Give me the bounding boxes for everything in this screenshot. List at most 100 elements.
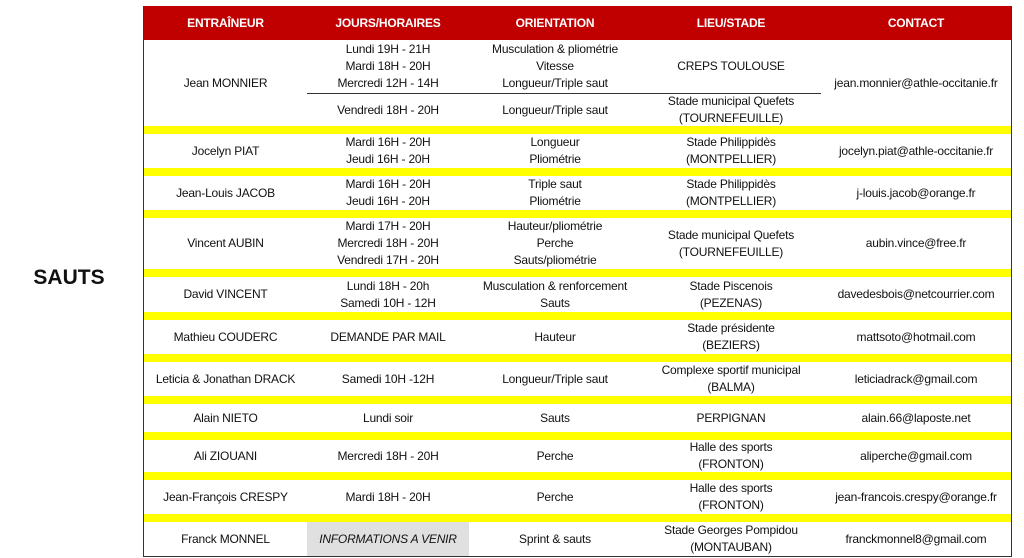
cell-line: (MONTAUBAN) [690, 540, 772, 554]
hours: INFORMATIONS A VENIR [307, 522, 469, 556]
row-separator [144, 514, 1011, 522]
coach-name: Mathieu COUDERC [173, 329, 278, 344]
contact-email[interactable]: davedesbois@netcourrier.com [837, 287, 995, 301]
cell-line: Hauteur [534, 329, 576, 344]
cell-line: Stade présidente [687, 321, 775, 335]
orientation: Musculation & renforcement Sauts [469, 277, 641, 312]
contact-email[interactable]: aubin.vince@free.fr [865, 236, 967, 250]
cell-line: Longueur [530, 135, 580, 149]
cell-line: Perche [536, 236, 574, 250]
cell-line: Halle des sports [689, 440, 773, 454]
header-place: LIEU/STADE [696, 15, 766, 30]
cell-line: (FRONTON) [698, 457, 764, 471]
orientation: Musculation & pliométrie Vitesse Longueur/… [469, 40, 641, 93]
cell-line: (BEZIERS) [702, 338, 760, 352]
coach-name: Jocelyn PIAT [191, 143, 260, 158]
orientation: Perche [469, 480, 641, 514]
place: Stade présidente (BEZIERS) [641, 320, 821, 354]
place: Stade Georges Pompidou (MONTAUBAN) [641, 522, 821, 556]
hours: Samedi 10H -12H [307, 362, 469, 396]
cell-line: Lundi 19H - 21H [345, 42, 431, 56]
cell-line: Halle des sports [689, 481, 773, 495]
orientation: Hauteur/pliométrie Perche Sauts/pliométrie [469, 218, 641, 269]
contact-email[interactable]: jean-francois.crespy@orange.fr [835, 489, 997, 504]
cell-line: Complexe sportif municipal [661, 363, 801, 377]
row-separator [144, 472, 1011, 480]
cell-line: (MONTPELLIER) [685, 152, 777, 166]
cell-line: Vendredi 18H - 20H [337, 102, 439, 117]
coach-name: Vincent AUBIN [187, 236, 264, 250]
contact-email[interactable]: jocelyn.piat@athle-occitanie.fr [838, 143, 994, 158]
coach-name: Ali ZIOUANI [193, 448, 258, 463]
header-contact: CONTACT [887, 15, 945, 30]
coach-name: David VINCENT [183, 287, 268, 301]
contact-email[interactable]: franckmonnel8@gmail.com [845, 531, 987, 546]
hours: Mardi 17H - 20H Mercredi 18H - 20H Vendred… [307, 218, 469, 269]
contact-email[interactable]: leticiadrack@gmail.com [854, 371, 978, 386]
cell-line: INFORMATIONS A VENIR [319, 531, 457, 546]
cell-line: Mercredi 18H - 20H [337, 448, 439, 463]
cell-line: Vitesse [536, 59, 574, 73]
coach-name: Franck MONNEL [181, 531, 270, 546]
cell-line: (TOURNEFEUILLE) [678, 111, 784, 125]
cell-line: Mardi 17H - 20H [345, 219, 431, 233]
contact-email[interactable]: j-louis.jacob@orange.fr [856, 185, 976, 200]
table-row: Leticia & Jonathan DRACK Samedi 10H -12H L… [144, 362, 1011, 396]
contact-email[interactable]: mattsoto@hotmail.com [856, 329, 976, 344]
orientation: Sprint & sauts [469, 522, 641, 556]
cell-line: Lundi soir [362, 410, 414, 425]
table-header: ENTRAÎNEUR JOURS/HORAIRES ORIENTATION LI… [144, 6, 1011, 40]
row-separator [144, 168, 1011, 176]
cell-line: PERPIGNAN [696, 410, 766, 425]
cell-line: Musculation & pliométrie [492, 42, 618, 56]
cell-line: Sauts [540, 295, 570, 310]
place: Stade Piscenois (PEZENAS) [641, 277, 821, 312]
cell-line: (FRONTON) [698, 498, 764, 512]
cell-line: Stade municipal Quefets [667, 94, 795, 108]
hours: Mercredi 18H - 20H [307, 440, 469, 472]
hours: Mardi 18H - 20H [307, 480, 469, 514]
cell-line: Stade Philippidès [686, 177, 776, 191]
cell-line: Stade Georges Pompidou [664, 523, 798, 537]
cell-line: CREPS TOULOUSE [677, 59, 785, 73]
section-label: SAUTS [33, 266, 105, 289]
orientation: Perche [469, 440, 641, 472]
place: Stade municipal Quefets (TOURNEFEUILLE) [641, 218, 821, 269]
table-row: Franck MONNEL INFORMATIONS A VENIR Sprint … [144, 522, 1011, 556]
hours: Lundi soir [307, 404, 469, 432]
contact-email[interactable]: jean.monnier@athle-occitanie.fr [834, 75, 998, 90]
table-row: Jocelyn PIAT Mardi 16H - 20H Jeudi 16H - 2… [144, 134, 1011, 168]
cell-line: Stade municipal Quefets [667, 227, 795, 242]
cell-line: Stade Piscenois [689, 278, 773, 293]
coach-name: Jean MONNIER [183, 75, 268, 90]
header-hours: JOURS/HORAIRES [335, 15, 441, 30]
contact-email[interactable]: alain.66@laposte.net [861, 410, 971, 425]
cell-line: Hauteur/pliométrie [507, 219, 603, 233]
orientation: Longueur/Triple saut [469, 362, 641, 396]
place: PERPIGNAN [641, 404, 821, 432]
contact-email[interactable]: aliperche@gmail.com [860, 448, 972, 463]
cell-line: Mardi 16H - 20H [345, 135, 431, 149]
cell-line: Jeudi 16H - 20H [346, 152, 430, 166]
cell-line: Samedi 10H -12H [341, 371, 435, 386]
coaches-table: ENTRAÎNEUR JOURS/HORAIRES ORIENTATION LI… [143, 6, 1012, 557]
cell-line: Pliométrie [529, 194, 581, 208]
cell-line: Musculation & renforcement [482, 278, 628, 293]
orientation: Triple saut Pliométrie [469, 176, 641, 210]
row-separator [144, 126, 1011, 134]
place: Halle des sports (FRONTON) [641, 480, 821, 514]
cell-line: Samedi 10H - 12H [340, 295, 436, 310]
cell-line: Pliométrie [529, 152, 581, 166]
cell-line: Mardi 16H - 20H [345, 177, 431, 191]
orientation: Sauts [469, 404, 641, 432]
coach-name: Alain NIETO [193, 410, 258, 425]
cell-line: Jeudi 16H - 20H [346, 194, 430, 208]
cell-line: Perche [536, 489, 574, 504]
table-row: Jean-François CRESPY Mardi 18H - 20H Perch… [144, 480, 1011, 514]
cell-line: (BALMA) [707, 380, 755, 394]
cell-line: (TOURNEFEUILLE) [678, 244, 784, 259]
cell-line: Longueur/Triple saut [502, 371, 608, 386]
row-separator [144, 269, 1011, 277]
cell-line: Triple saut [528, 177, 582, 191]
place: Halle des sports (FRONTON) [641, 440, 821, 472]
